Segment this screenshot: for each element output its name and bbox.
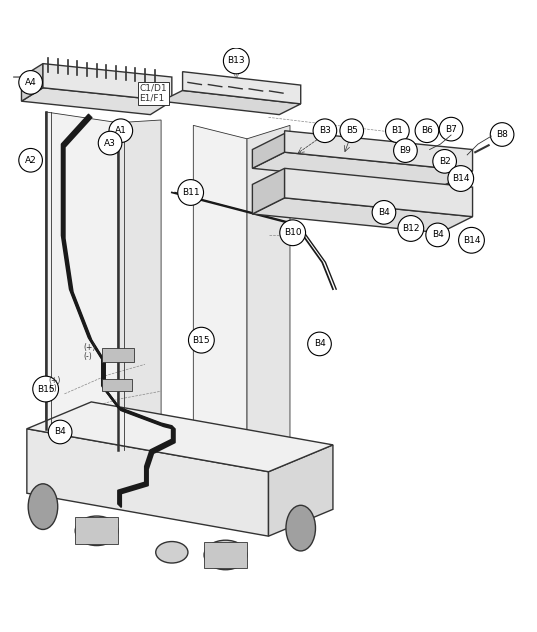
Text: B4: B4 [432,231,444,240]
Text: B15: B15 [193,336,210,344]
Ellipse shape [75,516,118,545]
Polygon shape [193,125,247,461]
Text: B15: B15 [37,384,54,394]
Text: C1/D1
E1/F1: C1/D1 E1/F1 [140,83,167,103]
Text: B14: B14 [452,174,469,183]
Text: A4: A4 [25,78,37,87]
Text: (+): (+) [83,343,96,353]
Text: B11: B11 [182,188,199,197]
Circle shape [33,376,59,402]
Text: A2: A2 [25,155,37,165]
Text: (-): (-) [83,352,92,361]
Circle shape [340,119,364,143]
Ellipse shape [204,540,247,569]
FancyBboxPatch shape [102,379,132,391]
Ellipse shape [156,542,188,563]
Text: B9: B9 [400,146,411,155]
Text: B4: B4 [378,208,390,217]
Polygon shape [183,71,301,104]
Circle shape [398,216,424,241]
Text: A3: A3 [104,138,116,148]
Bar [204,542,247,568]
Circle shape [415,119,439,143]
Circle shape [188,327,214,353]
Circle shape [313,119,337,143]
Circle shape [490,123,514,147]
Text: B1: B1 [391,126,403,135]
Text: B13: B13 [228,56,245,66]
Text: B3: B3 [319,126,331,135]
Polygon shape [252,168,285,214]
Circle shape [448,166,474,191]
Text: B6: B6 [421,126,433,135]
Circle shape [223,48,249,74]
Polygon shape [43,64,172,101]
Circle shape [48,420,72,444]
Circle shape [98,131,122,155]
Polygon shape [21,64,43,101]
FancyBboxPatch shape [102,348,134,362]
Text: B12: B12 [402,224,419,233]
Bar [75,518,118,544]
Circle shape [19,149,42,172]
Text: B7: B7 [445,125,457,133]
Polygon shape [21,88,172,114]
Text: B4: B4 [314,339,325,348]
Text: B10: B10 [284,228,301,237]
Text: B5: B5 [346,126,358,135]
Text: B14: B14 [463,236,480,245]
Ellipse shape [28,484,58,530]
Circle shape [178,179,204,205]
Text: A1: A1 [115,126,127,135]
Circle shape [439,118,463,141]
Circle shape [386,119,409,143]
Polygon shape [161,90,301,114]
Circle shape [433,150,456,173]
Circle shape [109,119,133,143]
Circle shape [394,139,417,162]
Circle shape [426,223,449,246]
Circle shape [372,200,396,224]
Text: (+): (+) [48,375,61,385]
Polygon shape [285,131,473,171]
Ellipse shape [286,506,316,551]
Circle shape [19,71,42,94]
Circle shape [459,228,484,253]
Polygon shape [247,125,290,461]
Polygon shape [252,152,473,187]
Circle shape [280,220,306,246]
Polygon shape [285,168,473,217]
Polygon shape [27,402,333,471]
Text: (-): (-) [48,384,57,393]
Polygon shape [268,445,333,536]
Polygon shape [27,428,268,536]
Text: B2: B2 [439,157,451,166]
Polygon shape [118,120,161,445]
Text: B8: B8 [496,130,508,139]
Text: B4: B4 [54,427,66,437]
Polygon shape [46,112,118,445]
Polygon shape [252,133,285,168]
Polygon shape [252,198,473,233]
Circle shape [308,332,331,356]
